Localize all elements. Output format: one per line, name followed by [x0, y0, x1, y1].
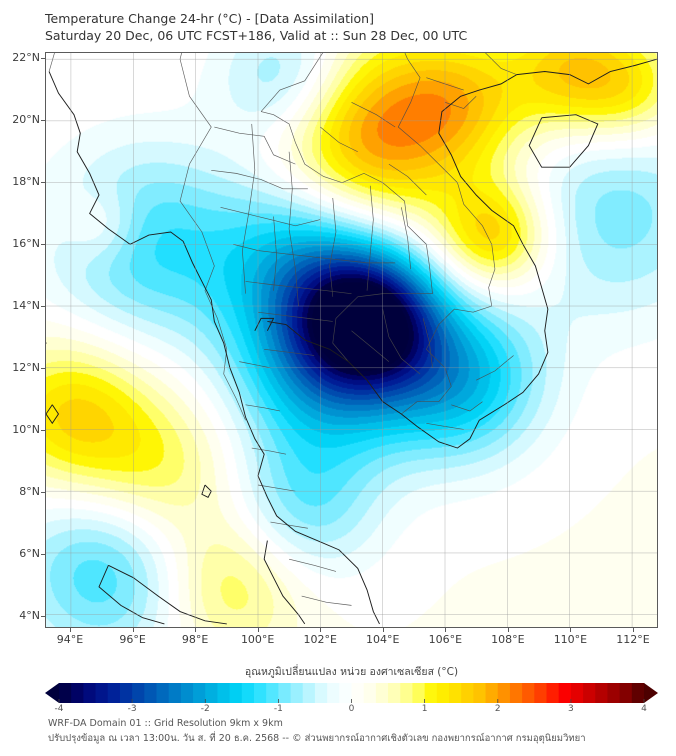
colorbar-tick: -2: [200, 704, 210, 714]
title-block: Temperature Change 24-hr (°C) - [Data As…: [45, 10, 665, 44]
y-tick-mark: [41, 120, 45, 122]
y-tick-label: 22°N: [12, 51, 40, 65]
y-tick-mark: [41, 429, 45, 431]
y-tick-mark: [41, 305, 45, 307]
x-tick-mark: [632, 628, 634, 632]
y-tick-label: 12°N: [12, 360, 40, 374]
chart-subtitle: Saturday 20 Dec, 06 UTC FCST+186, Valid …: [45, 28, 468, 43]
y-tick-label: 20°N: [12, 113, 40, 127]
colorbar-tick: -4: [54, 704, 64, 714]
x-tick-mark: [382, 628, 384, 632]
x-tick-label: 110°E: [553, 633, 588, 646]
y-tick-label: 4°N: [19, 608, 40, 622]
x-tick-label: 100°E: [240, 633, 275, 646]
x-tick-mark: [320, 628, 322, 632]
colorbar-tick-labels: -4 -3 -2 -1 0 1 2 3 4: [45, 703, 658, 717]
x-tick-label: 104°E: [366, 633, 400, 646]
x-tick-mark: [70, 628, 72, 632]
x-tick-mark: [507, 628, 509, 632]
footer-model-info: WRF-DA Domain 01 :: Grid Resolution 9km …: [48, 718, 283, 729]
y-tick-label: 10°N: [12, 422, 40, 436]
x-tick-label: 94°E: [56, 633, 84, 646]
colorbar-tick: -3: [127, 704, 137, 714]
x-tick-mark: [132, 628, 134, 632]
y-tick-mark: [41, 58, 45, 60]
colorbar-tick: 2: [494, 704, 501, 714]
y-tick-mark: [41, 553, 45, 555]
colorbar-strip: [45, 683, 658, 703]
y-tick-label: 16°N: [12, 237, 40, 250]
x-tick-mark: [445, 628, 447, 632]
x-tick-label: 102°E: [303, 633, 337, 646]
x-tick-label: 96°E: [119, 633, 146, 646]
y-tick-label: 8°N: [19, 484, 40, 498]
x-tick-label: 98°E: [181, 633, 209, 646]
x-tick-mark: [257, 628, 259, 632]
colorbar-block: อุณหภูมิเปลี่ยนแปลง หน่วย องศาเซลเซียส (…: [45, 663, 658, 717]
colorbar-tick: 0: [348, 704, 355, 714]
map-plot-area: [45, 52, 658, 628]
colorbar-tick: 4: [641, 704, 647, 714]
y-tick-label: 6°N: [19, 546, 40, 560]
chart-title: Temperature Change 24-hr (°C) - [Data As…: [45, 11, 374, 26]
x-tick-label: 108°E: [491, 633, 525, 646]
y-tick-mark: [41, 615, 45, 617]
y-tick-label: 18°N: [12, 175, 40, 189]
colorbar-tick: -1: [273, 704, 283, 714]
footer-block: WRF-DA Domain 01 :: Grid Resolution 9km …: [48, 716, 668, 746]
x-tick-label: 112°E: [616, 633, 650, 646]
colorbar-title: อุณหภูมิเปลี่ยนแปลง หน่วย องศาเซลเซียส (…: [244, 666, 459, 678]
y-tick-mark: [41, 491, 45, 493]
colorbar-tick: 1: [421, 704, 428, 714]
colorbar-tick: 3: [568, 704, 574, 714]
y-tick-mark: [41, 367, 45, 369]
x-tick-label: 106°E: [428, 633, 463, 646]
y-tick-mark: [41, 182, 45, 184]
y-tick-label: 14°N: [12, 298, 40, 312]
temperature-anomaly-field: [46, 53, 657, 627]
y-tick-mark: [41, 244, 45, 245]
footer-attribution: ปรับปรุงข้อมูล ณ เวลา 13:00น. วัน ส. ที่…: [48, 733, 586, 744]
x-tick-mark: [195, 628, 197, 632]
x-tick-mark: [570, 628, 572, 632]
